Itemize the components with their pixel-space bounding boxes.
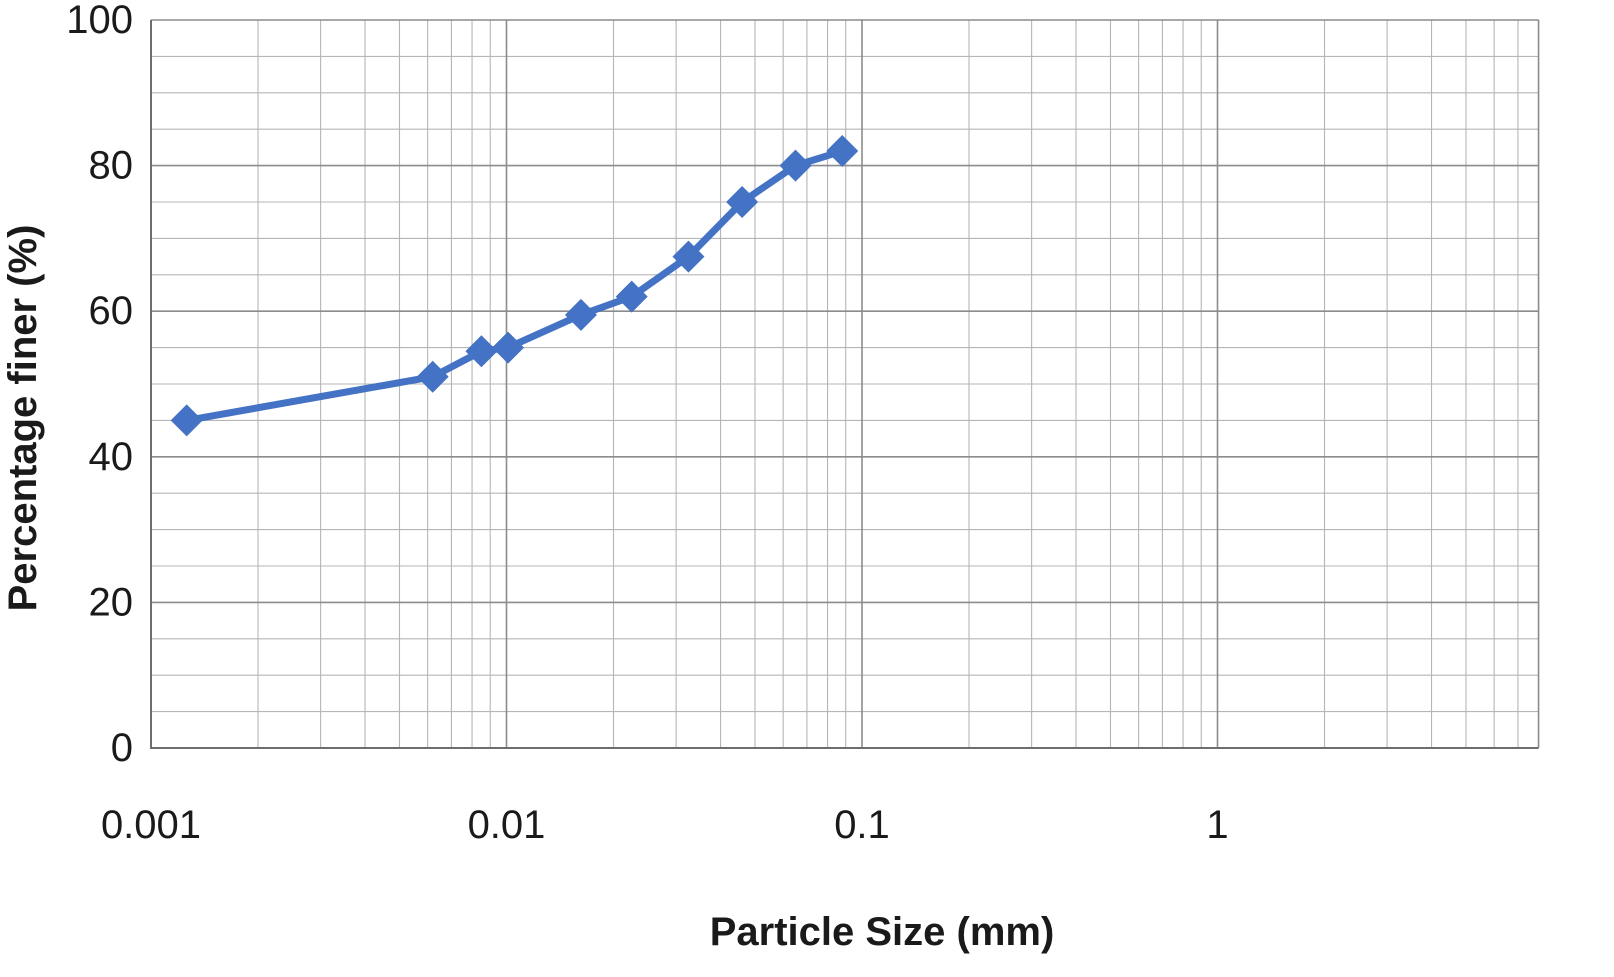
y-axis-title: Percentage finer (%)	[1, 225, 45, 612]
data-point-marker	[779, 149, 812, 182]
data-point-marker	[492, 331, 525, 364]
y-tick-label: 80	[89, 144, 134, 188]
data-point-marker	[564, 298, 597, 331]
data-point-marker	[826, 135, 859, 168]
y-tick-label: 60	[89, 289, 134, 333]
data-point-marker	[416, 360, 449, 393]
axes	[150, 20, 1539, 749]
y-tick-label: 100	[66, 0, 133, 42]
x-tick-label: 1	[1206, 803, 1228, 847]
series-line	[183, 147, 846, 424]
y-tick-label: 40	[89, 435, 134, 479]
data-point-marker	[672, 240, 705, 273]
series-layer	[170, 135, 859, 437]
x-tick-label: 0.1	[834, 803, 890, 847]
data-point-marker	[615, 280, 648, 313]
x-tick-labels: 0.001 0.01 0.1 1	[101, 803, 1229, 847]
data-point-marker	[170, 404, 203, 437]
y-tick-label: 0	[111, 726, 133, 770]
y-tick-label: 20	[89, 580, 134, 624]
x-tick-label: 0.001	[101, 803, 201, 847]
y-tick-labels: 0 20 40 60 80 100	[66, 0, 133, 770]
grid-minor	[151, 20, 1540, 748]
data-point-marker	[465, 335, 498, 368]
data-point-marker	[726, 186, 759, 218]
x-axis-title: Particle Size (mm)	[710, 910, 1055, 954]
x-tick-label: 0.01	[468, 803, 546, 847]
